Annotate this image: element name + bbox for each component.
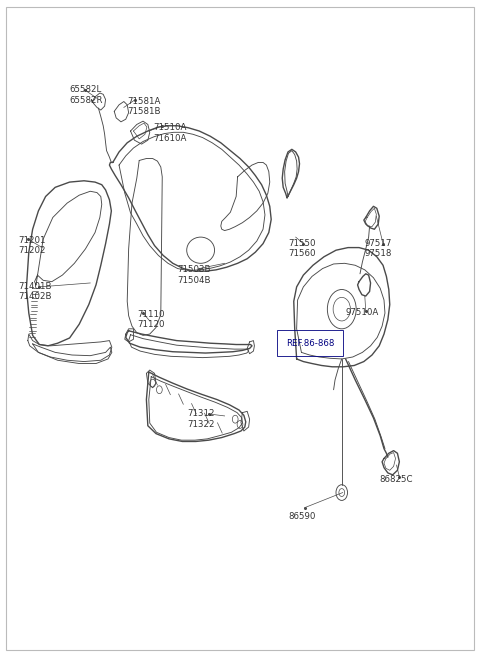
Text: 97510A: 97510A: [346, 308, 379, 317]
Text: REF.86-868: REF.86-868: [286, 339, 335, 348]
Text: 71503B
71504B: 71503B 71504B: [178, 265, 211, 285]
Text: 71110
71120: 71110 71120: [137, 310, 164, 329]
Text: 65582L
65582R: 65582L 65582R: [70, 85, 103, 105]
Text: 86590: 86590: [288, 512, 315, 521]
Text: 71510A
71610A: 71510A 71610A: [154, 123, 187, 143]
Text: 86825C: 86825C: [379, 475, 413, 484]
Text: 71312
71322: 71312 71322: [187, 409, 215, 429]
Text: 71550
71560: 71550 71560: [288, 239, 315, 259]
Text: 97517
97518: 97517 97518: [365, 239, 392, 259]
Text: 71201
71202: 71201 71202: [18, 236, 46, 255]
Text: 71581A
71581B: 71581A 71581B: [127, 97, 161, 117]
Text: 71401B
71402B: 71401B 71402B: [18, 282, 52, 301]
